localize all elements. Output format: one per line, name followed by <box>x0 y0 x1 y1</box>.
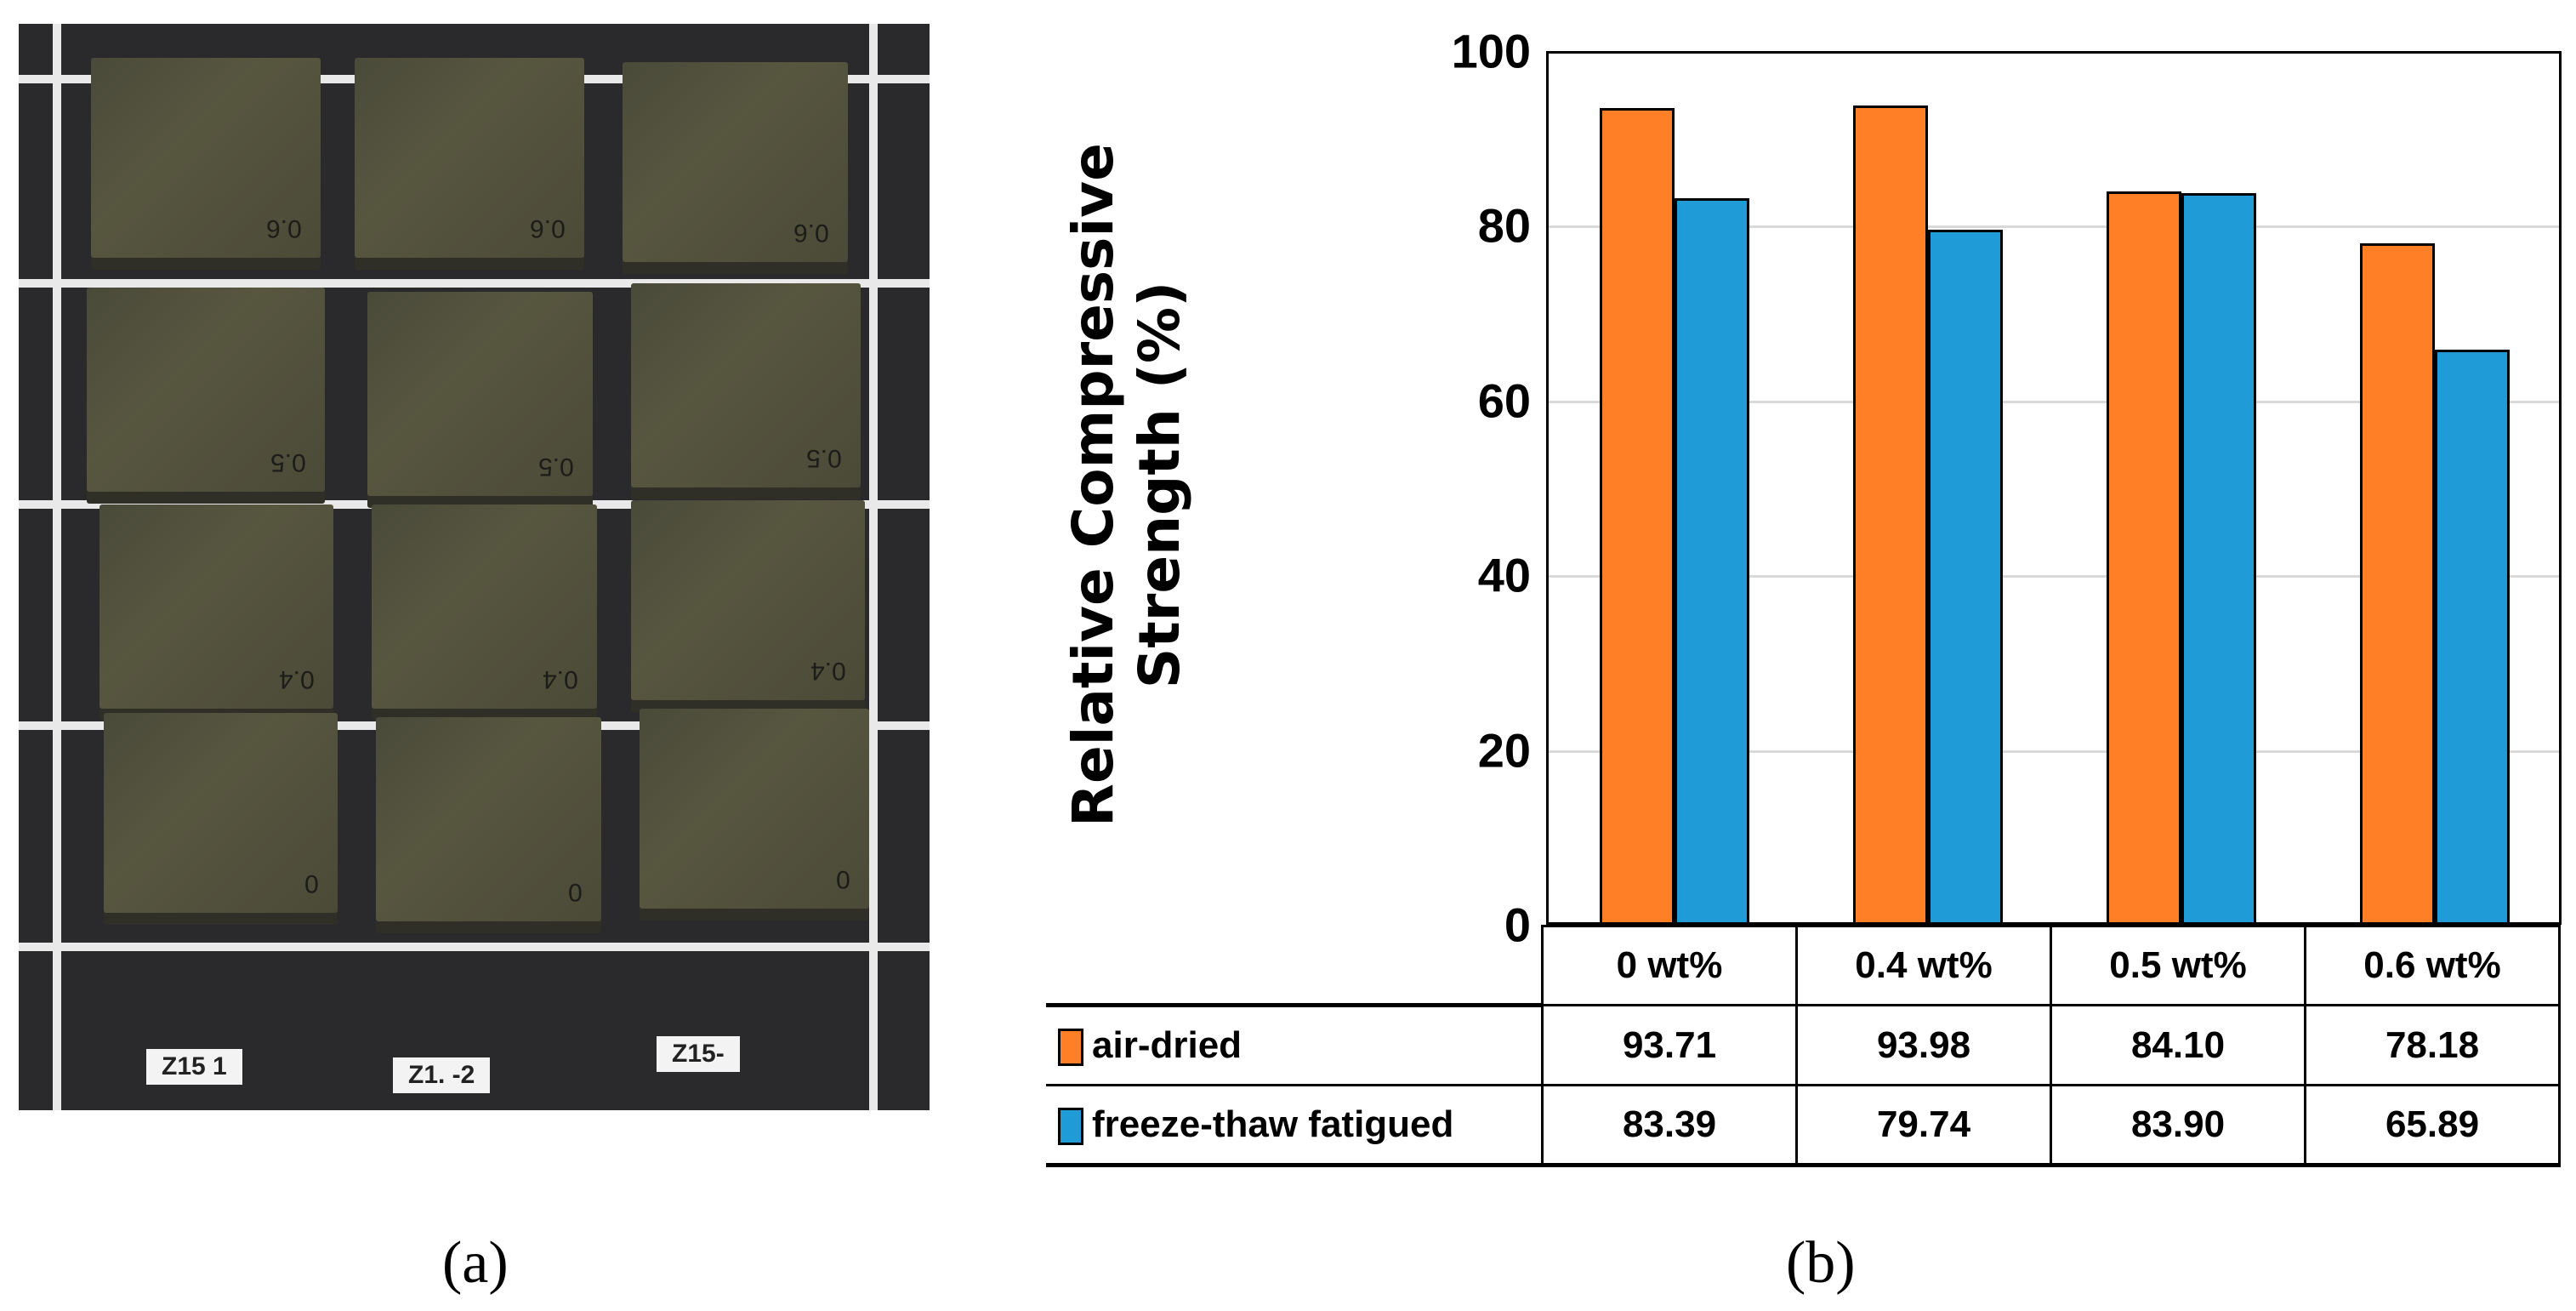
bar-air-dried-0.6wt <box>2360 242 2435 922</box>
rack-wire <box>19 943 930 951</box>
cube: 0.5 <box>367 292 593 496</box>
bar-freeze-thaw-0wt <box>1675 197 1749 922</box>
table-header: 0.4 wt% <box>1795 925 2052 1006</box>
series-name: air-dried <box>1092 1024 1243 1066</box>
cube-label: 0.6 <box>266 214 302 242</box>
cube-label: 0.5 <box>538 453 574 481</box>
caption-a: (a) <box>442 1230 509 1296</box>
caption-b: (b) <box>1786 1230 1856 1296</box>
cube: 0 <box>376 717 601 921</box>
bar-freeze-thaw-0.5wt <box>2181 193 2256 922</box>
rack-wire <box>869 24 878 1110</box>
legend-swatch-icon <box>1058 1108 1083 1146</box>
cube: 0.4 <box>100 504 333 709</box>
specimen-tag: Z1. -2 <box>393 1057 491 1093</box>
table-corner <box>1046 926 1543 1007</box>
series-name: freeze-thaw fatigued <box>1092 1103 1454 1145</box>
cube: 0 <box>640 709 869 909</box>
y-tick: 100 <box>1451 24 1531 78</box>
bar-air-dried-0wt <box>1600 108 1675 922</box>
cube: 0.5 <box>87 288 325 492</box>
specimen-tag: Z15- <box>657 1036 740 1072</box>
table-row: freeze-thaw fatigued 83.39 79.74 83.90 6… <box>1046 1084 2561 1167</box>
y-axis-label-line1: Relative Compressive <box>1061 143 1126 827</box>
cube: 0.6 <box>91 58 321 258</box>
table-cell: 93.98 <box>1795 1004 2052 1086</box>
cube: 0.4 <box>372 504 597 709</box>
bar-air-dried-0.4wt <box>1853 105 1928 922</box>
gridline <box>1549 225 2559 228</box>
table-cell: 93.71 <box>1541 1004 1798 1086</box>
table-cell: 78.18 <box>2304 1004 2561 1086</box>
table-header: 0 wt% <box>1541 925 1798 1006</box>
cube: 0.5 <box>631 283 861 487</box>
series-legend-air-dried: air-dried <box>1046 1004 1544 1086</box>
rack-wire <box>53 24 61 1110</box>
specimen-photo: 0.6 0.6 0.6 0.5 0.5 0.5 0.4 0.4 0.4 0 0 … <box>19 24 930 1110</box>
y-tick: 60 <box>1477 373 1531 428</box>
table-cell: 83.90 <box>2050 1084 2306 1167</box>
cube: 0.6 <box>623 62 848 262</box>
table-cell: 65.89 <box>2304 1084 2561 1167</box>
y-tick: 80 <box>1477 198 1531 253</box>
cube-label: 0.4 <box>543 665 578 693</box>
bar-freeze-thaw-0.6wt <box>2435 350 2510 922</box>
table-header: 0.5 wt% <box>2050 925 2306 1006</box>
cube-label: 0.6 <box>530 214 566 242</box>
cube-label: 0.4 <box>279 665 315 693</box>
table-header-row: 0 wt% 0.4 wt% 0.5 wt% 0.6 wt% <box>1046 925 2561 1007</box>
cube-label: 0.6 <box>793 219 829 247</box>
series-legend-freeze-thaw: freeze-thaw fatigued <box>1046 1084 1544 1167</box>
data-table: 0 wt% 0.4 wt% 0.5 wt% 0.6 wt% air-dried … <box>1046 925 2561 1167</box>
y-axis-label: Relative Compressive Strength (%) <box>1061 143 1193 827</box>
y-tick: 40 <box>1477 548 1531 602</box>
plot-area <box>1546 51 2562 925</box>
cube: 0 <box>104 713 338 913</box>
table-cell: 79.74 <box>1795 1084 2052 1167</box>
gridline <box>1549 401 2559 403</box>
y-axis-label-line2: Strength (%) <box>1127 281 1192 689</box>
cube-label: 0.4 <box>810 657 846 685</box>
legend-swatch-icon <box>1058 1029 1083 1067</box>
cube-label: 0 <box>568 878 583 906</box>
gridline <box>1549 575 2559 578</box>
y-tick: 20 <box>1477 723 1531 778</box>
cube-label: 0.5 <box>270 448 306 476</box>
table-row: air-dried 93.71 93.98 84.10 78.18 <box>1046 1004 2561 1086</box>
table-cell: 83.39 <box>1541 1084 1798 1167</box>
cube: 0.4 <box>631 500 865 700</box>
cube-label: 0 <box>836 865 850 893</box>
bar-freeze-thaw-0.4wt <box>1928 229 2003 922</box>
table-header: 0.6 wt% <box>2304 925 2561 1006</box>
cube-label: 0 <box>304 869 319 898</box>
cube: 0.6 <box>355 58 584 258</box>
specimen-tag: Z15 1 <box>146 1049 242 1085</box>
gridline <box>1549 750 2559 753</box>
table-cell: 84.10 <box>2050 1004 2306 1086</box>
bar-air-dried-0.5wt <box>2107 191 2181 922</box>
cube-label: 0.5 <box>806 444 842 472</box>
rack-wire <box>19 279 930 288</box>
